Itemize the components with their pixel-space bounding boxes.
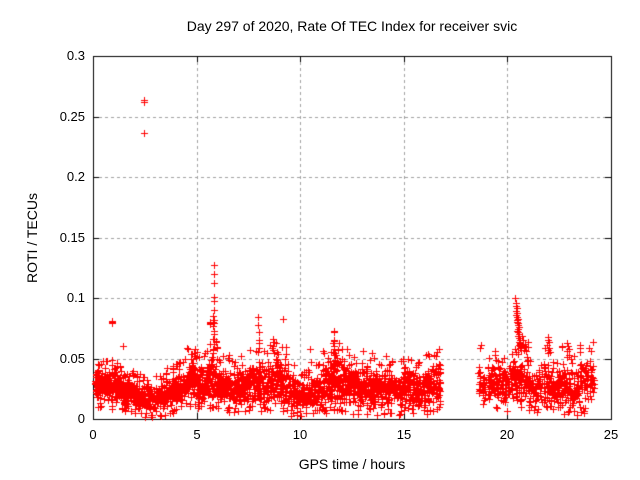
y-tick-label: 0.05	[59, 351, 85, 366]
y-tick-label: 0.15	[59, 230, 85, 245]
x-tick-label: 25	[603, 427, 619, 442]
x-tick-label: 10	[292, 427, 308, 442]
y-tick-label: 0.2	[66, 169, 85, 184]
y-tick-label: 0	[77, 411, 85, 426]
x-tick-label: 5	[193, 427, 201, 442]
x-axis-title: GPS time / hours	[298, 456, 406, 472]
chart-title: Day 297 of 2020, Rate Of TEC Index for r…	[186, 18, 518, 34]
y-tick-label: 0.25	[59, 109, 85, 124]
y-tick-label: 0.3	[66, 48, 85, 63]
x-tick-label: 15	[396, 427, 412, 442]
y-tick-label: 0.1	[66, 290, 85, 305]
x-tick-label: 20	[499, 427, 515, 442]
x-tick-label: 0	[89, 427, 97, 442]
